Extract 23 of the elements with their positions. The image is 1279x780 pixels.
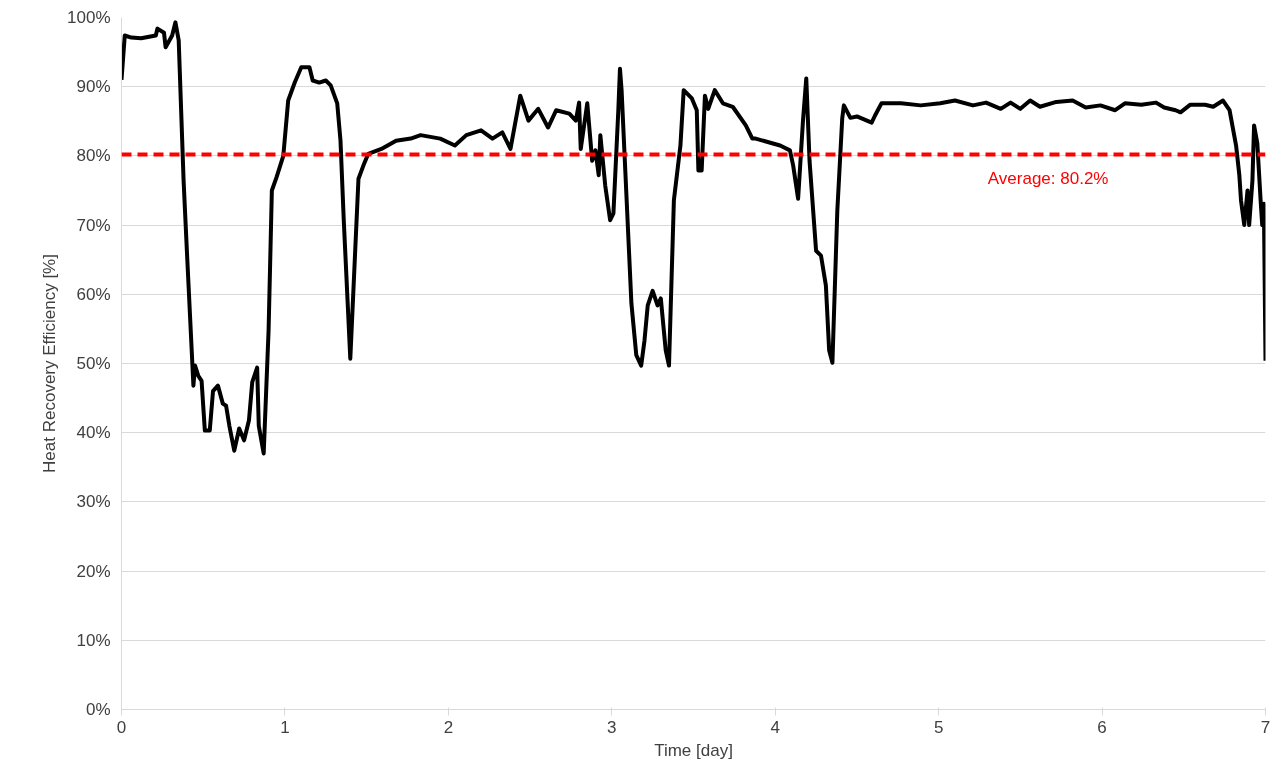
y-tick-label: 0% (85, 700, 111, 719)
y-tick-label: 10% (76, 630, 111, 650)
ref-line-label: Average: 80.2% (987, 168, 1109, 188)
x-tick-label: 0 (116, 717, 127, 737)
y-tick-label: 60% (76, 284, 111, 304)
y-tick-label: 100% (67, 8, 111, 27)
x-axis-title: Time [day] (654, 740, 733, 760)
x-tick-label: 6 (1097, 717, 1107, 737)
y-tick-label: 70% (76, 215, 111, 235)
y-tick-label: 30% (76, 492, 111, 512)
line-series (121, 20, 1266, 456)
y-tick-label: 50% (76, 354, 111, 373)
y-tick-label: 20% (76, 561, 111, 581)
y-axis-title: Heat Recovery Efficiency [%] (40, 254, 60, 473)
x-tick-label: 5 (933, 717, 944, 737)
x-tick-label: 7 (1260, 717, 1271, 737)
x-tick-label: 4 (770, 717, 780, 737)
x-tick-label: 3 (607, 717, 617, 737)
y-tick-label: 40% (76, 423, 111, 443)
y-tick-label: 80% (76, 146, 111, 166)
x-tick-label: 1 (280, 717, 290, 737)
x-tick-label: 2 (443, 717, 454, 737)
y-tick-label: 90% (76, 77, 111, 97)
